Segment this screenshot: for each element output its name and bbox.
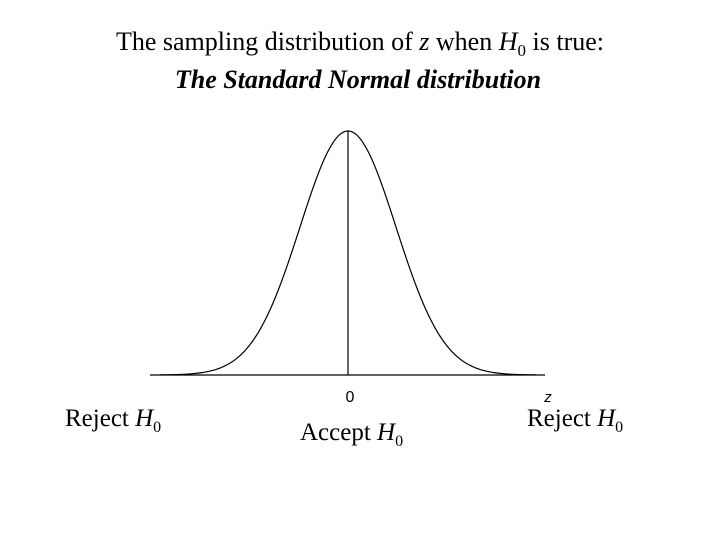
title-text: is true:: [526, 27, 604, 56]
title-h: H: [498, 27, 519, 56]
region-label: Reject H0: [65, 405, 161, 436]
region-sub: 0: [615, 419, 623, 436]
axis-label: z: [543, 389, 552, 406]
region-label: Reject H0: [527, 405, 623, 436]
title-text: when: [429, 27, 498, 56]
title-line1: The sampling distribution of z when H0 i…: [116, 27, 604, 60]
region-h: H: [376, 419, 397, 446]
region-word: Reject: [527, 405, 597, 432]
region-word: Accept: [300, 419, 377, 446]
title-sub: 0: [518, 41, 527, 60]
title-text: The sampling distribution of: [116, 27, 419, 56]
title-var: z: [418, 27, 429, 56]
normal-curve: [159, 130, 537, 376]
region-label: Accept H0: [300, 419, 403, 450]
region-h: H: [596, 405, 617, 432]
region-sub: 0: [153, 419, 161, 436]
region-word: Reject: [65, 405, 135, 432]
title-line2: The Standard Normal distribution: [175, 65, 541, 94]
center-label: 0: [346, 389, 355, 406]
region-h: H: [134, 405, 155, 432]
region-sub: 0: [395, 433, 403, 450]
